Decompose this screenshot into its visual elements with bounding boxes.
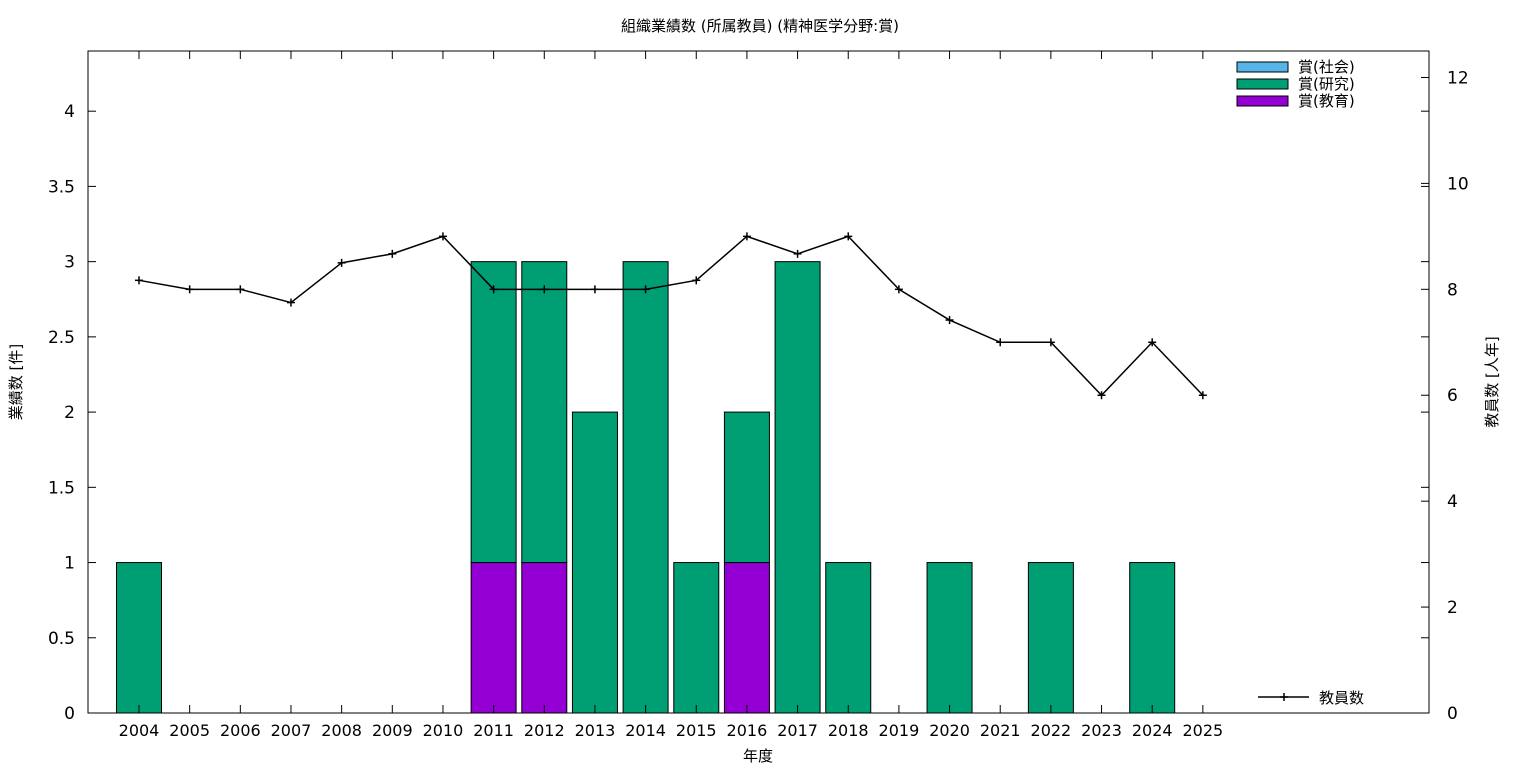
y-tick-label: 1.5 <box>48 478 75 498</box>
legend-item-教員数: 教員数 <box>1258 689 1364 707</box>
line-point-2007 <box>286 298 295 307</box>
bar-2024-賞(研究) <box>1129 562 1176 714</box>
x-tick-label: 2005 <box>169 721 210 740</box>
bar-2020-賞(研究) <box>926 562 973 714</box>
y2-tick-label: 4 <box>1447 492 1458 512</box>
x-tick-label: 2017 <box>777 721 818 740</box>
line-point-2008 <box>337 258 346 267</box>
line-point-2017 <box>793 249 802 258</box>
bar-2017-賞(研究) <box>774 261 821 714</box>
x-tick-label: 2020 <box>929 721 970 740</box>
line-point-2024 <box>1148 338 1157 347</box>
bar-2012-賞(研究) <box>521 261 568 564</box>
bar-2015-賞(研究) <box>673 562 720 714</box>
y2-tick-label: 12 <box>1447 68 1469 88</box>
legend-item-賞(社会): 賞(社会) <box>1236 58 1355 76</box>
line-point-2013 <box>590 285 599 294</box>
bar-2018-賞(研究) <box>825 562 872 714</box>
bars-layer <box>116 261 1176 714</box>
x-tick-label: 2022 <box>1031 721 1072 740</box>
bar-2012-賞(教育) <box>521 562 568 714</box>
line-layer <box>135 232 1207 400</box>
y-tick-label: 2 <box>64 403 75 423</box>
y-tick-label: 4 <box>64 102 75 122</box>
line-point-2010 <box>438 232 447 241</box>
y-axis-label: 業績数 [件] <box>7 344 25 420</box>
line-point-2015 <box>692 276 701 285</box>
y2-tick-label: 2 <box>1447 598 1458 618</box>
y2-tick-label: 8 <box>1447 280 1458 300</box>
line-point-2014 <box>641 285 650 294</box>
bar-2011-賞(研究) <box>470 261 517 564</box>
x-tick-label: 2007 <box>271 721 312 740</box>
x-tick-label: 2025 <box>1183 721 1224 740</box>
x-tick-label: 2006 <box>220 721 261 740</box>
y2-axis-label: 教員数 [人年] <box>1483 336 1501 427</box>
y-tick-label: 0 <box>64 704 75 724</box>
bar-2014-賞(研究) <box>622 261 669 714</box>
legend-item-賞(研究): 賞(研究) <box>1236 75 1355 93</box>
line-point-2018 <box>844 232 853 241</box>
x-tick-label: 2014 <box>625 721 666 740</box>
line-point-2012 <box>540 285 549 294</box>
legend: 賞(社会)賞(研究)賞(教育) 教員数 <box>1236 58 1364 707</box>
x-tick-label: 2024 <box>1132 721 1173 740</box>
line-point-2022 <box>1046 338 1055 347</box>
line-point-2025 <box>1198 391 1207 400</box>
bar-2016-賞(教育) <box>723 562 770 714</box>
x-tick-label: 2015 <box>676 721 717 740</box>
chart-title: 組織業績数 (所属教員) (精神医学分野:賞) <box>621 17 899 35</box>
y2-tick-label: 10 <box>1447 174 1469 194</box>
legend-label: 賞(教育) <box>1298 92 1355 110</box>
x-tick-label: 2009 <box>372 721 413 740</box>
x-tick-label: 2016 <box>727 721 768 740</box>
x-tick-label: 2018 <box>828 721 869 740</box>
x-tick-label: 2021 <box>980 721 1021 740</box>
plot-frame <box>87 50 1430 714</box>
line-point-2019 <box>894 285 903 294</box>
bar-2022-賞(研究) <box>1027 562 1074 714</box>
line-point-2020 <box>945 316 954 325</box>
x-tick-label: 2023 <box>1081 721 1122 740</box>
line-教員数 <box>138 235 1204 397</box>
ticks-layer: 0 0.5 1 1.5 2 2.5 3 3.5 4 0 2 4 6 8 10 12 2004 2005 2006 20… <box>48 51 1469 740</box>
line-point-2016 <box>742 232 751 241</box>
line-point-2021 <box>996 338 1005 347</box>
x-tick-label: 2011 <box>473 721 514 740</box>
y-tick-label: 3.5 <box>48 177 75 197</box>
bar-2011-賞(教育) <box>470 562 517 714</box>
legend-swatch <box>1236 61 1289 73</box>
y-tick-label: 2.5 <box>48 328 75 348</box>
line-point-2006 <box>236 285 245 294</box>
bar-2016-賞(研究) <box>723 411 770 564</box>
x-tick-label: 2019 <box>879 721 920 740</box>
legend-label: 賞(社会) <box>1298 58 1355 76</box>
x-tick-label: 2010 <box>423 721 464 740</box>
x-tick-label: 2013 <box>575 721 616 740</box>
legend-label: 賞(研究) <box>1298 75 1355 93</box>
y2-tick-label: 6 <box>1447 386 1458 406</box>
line-point-2011 <box>489 285 498 294</box>
bar-2013-賞(研究) <box>571 411 618 714</box>
y-tick-label: 0.5 <box>48 629 75 649</box>
x-axis-label: 年度 <box>743 747 773 765</box>
legend-swatch <box>1236 78 1289 90</box>
legend-label: 教員数 <box>1319 689 1364 707</box>
bar-2004-賞(研究) <box>116 562 162 714</box>
x-tick-label: 2012 <box>524 721 565 740</box>
y-tick-label: 3 <box>64 253 75 273</box>
legend-item-賞(教育): 賞(教育) <box>1236 92 1355 110</box>
y-tick-label: 1 <box>64 554 75 574</box>
line-point-2004 <box>135 276 143 285</box>
x-tick-label: 2004 <box>119 721 160 740</box>
line-point-2023 <box>1097 391 1106 400</box>
line-point-2005 <box>185 285 194 294</box>
legend-swatch <box>1236 95 1289 107</box>
line-point-2009 <box>388 249 397 258</box>
x-tick-label: 2008 <box>321 721 362 740</box>
y2-tick-label: 0 <box>1447 704 1458 724</box>
